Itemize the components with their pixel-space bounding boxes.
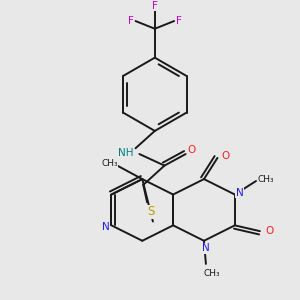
Text: F: F [152, 1, 158, 10]
Text: N: N [202, 244, 210, 254]
Text: S: S [147, 206, 155, 218]
Text: O: O [221, 151, 229, 161]
Text: NH: NH [118, 148, 134, 158]
Text: CH₃: CH₃ [257, 175, 274, 184]
Text: S: S [147, 206, 155, 218]
Text: O: O [187, 145, 196, 155]
Text: CH₃: CH₃ [203, 269, 220, 278]
Text: O: O [266, 226, 274, 236]
Text: N: N [236, 188, 244, 198]
Text: CH₃: CH₃ [101, 159, 118, 168]
Text: F: F [176, 16, 182, 26]
Text: N: N [102, 222, 110, 232]
Text: F: F [128, 16, 134, 26]
